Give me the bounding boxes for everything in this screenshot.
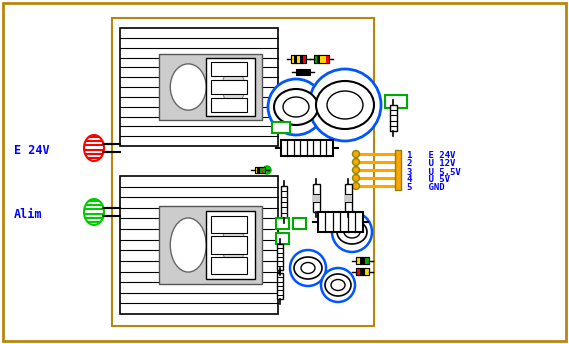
Bar <box>211 98 247 112</box>
Bar <box>326 55 329 63</box>
Circle shape <box>353 159 360 165</box>
Bar <box>291 55 306 63</box>
Bar <box>255 167 265 173</box>
Circle shape <box>353 174 360 182</box>
Bar <box>120 28 278 146</box>
Bar <box>296 69 310 75</box>
Bar <box>281 186 287 218</box>
Bar <box>318 212 363 232</box>
Text: 5   GND: 5 GND <box>407 183 444 193</box>
Circle shape <box>353 166 360 173</box>
Ellipse shape <box>294 257 322 279</box>
Circle shape <box>268 79 324 135</box>
Bar <box>313 194 320 202</box>
Ellipse shape <box>344 226 360 238</box>
Ellipse shape <box>327 91 363 119</box>
Text: 4   U 5V: 4 U 5V <box>407 175 450 184</box>
Bar <box>258 167 260 173</box>
Bar <box>365 268 369 275</box>
Bar <box>206 211 255 279</box>
Circle shape <box>263 166 271 174</box>
Ellipse shape <box>283 97 309 117</box>
Bar <box>281 140 333 156</box>
Circle shape <box>290 250 326 286</box>
Bar <box>345 184 352 212</box>
Bar <box>211 80 247 94</box>
Ellipse shape <box>331 279 345 290</box>
Ellipse shape <box>325 274 351 296</box>
Bar <box>303 55 306 63</box>
Bar <box>360 268 365 275</box>
Bar <box>390 105 397 131</box>
Ellipse shape <box>337 220 367 244</box>
Bar <box>120 176 278 314</box>
Bar <box>291 55 306 63</box>
Ellipse shape <box>222 69 245 105</box>
Bar <box>211 236 247 254</box>
Ellipse shape <box>274 89 318 125</box>
Ellipse shape <box>301 262 315 273</box>
Text: 2   U 12V: 2 U 12V <box>407 160 455 169</box>
Circle shape <box>321 268 355 302</box>
Ellipse shape <box>170 218 206 272</box>
Bar <box>360 257 365 264</box>
Bar <box>385 95 407 108</box>
Bar <box>293 218 306 229</box>
Bar <box>211 257 247 275</box>
Bar <box>345 194 352 202</box>
Ellipse shape <box>316 81 374 129</box>
Bar <box>159 54 262 120</box>
Bar <box>255 167 258 173</box>
Bar <box>262 167 265 173</box>
Bar <box>395 150 401 190</box>
Bar <box>314 55 317 63</box>
Circle shape <box>309 69 381 141</box>
Bar <box>356 257 360 264</box>
Bar <box>276 233 289 244</box>
Bar <box>255 167 265 173</box>
Bar <box>206 58 255 116</box>
Bar <box>356 257 369 264</box>
Bar <box>314 55 329 63</box>
Bar <box>356 268 369 275</box>
Bar <box>277 273 283 299</box>
Bar <box>297 55 300 63</box>
Bar <box>356 268 369 275</box>
Bar <box>356 268 360 275</box>
Bar <box>159 206 262 284</box>
Bar <box>300 55 303 63</box>
Bar <box>320 55 323 63</box>
Text: E 24V: E 24V <box>14 144 50 158</box>
Text: Alim: Alim <box>14 208 43 222</box>
Circle shape <box>353 183 360 190</box>
Bar <box>317 55 320 63</box>
Ellipse shape <box>170 64 206 110</box>
Circle shape <box>353 151 360 158</box>
Bar <box>291 55 294 63</box>
Bar <box>313 184 320 212</box>
Bar <box>294 55 297 63</box>
Bar <box>260 167 262 173</box>
Bar <box>277 244 283 270</box>
Bar <box>365 257 369 264</box>
Bar <box>272 122 290 133</box>
Bar <box>323 55 326 63</box>
Bar <box>314 55 329 63</box>
Text: 3   U 5,5V: 3 U 5,5V <box>407 168 461 176</box>
Bar <box>112 18 374 326</box>
Ellipse shape <box>222 224 245 266</box>
Bar <box>356 257 369 264</box>
Bar <box>211 216 247 233</box>
Circle shape <box>332 212 372 252</box>
Text: 1   E 24V: 1 E 24V <box>407 151 455 161</box>
Bar <box>211 62 247 76</box>
Bar <box>276 218 289 229</box>
